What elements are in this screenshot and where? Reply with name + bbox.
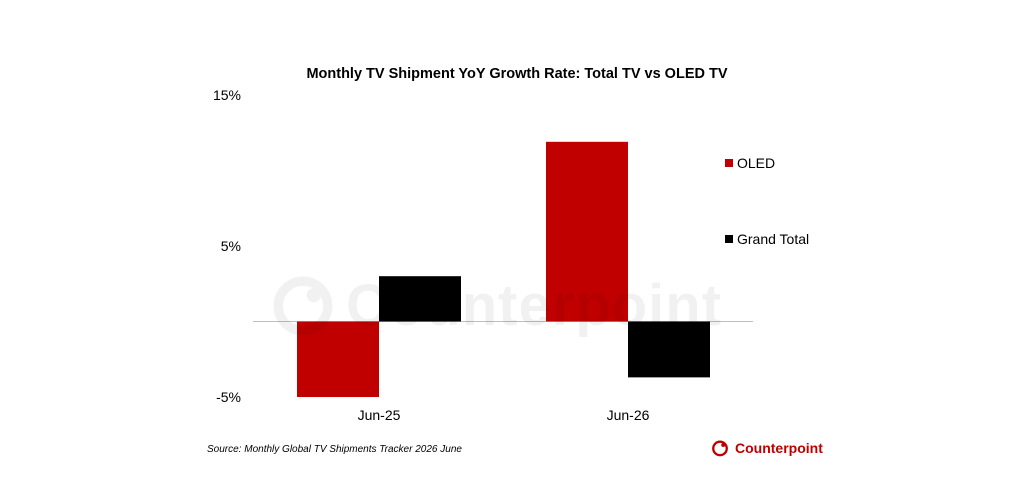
chart-title: Monthly TV Shipment YoY Growth Rate: Tot… xyxy=(306,66,727,82)
x-tick-label: Jun-26 xyxy=(607,407,650,423)
counterpoint-logo-icon xyxy=(712,440,728,457)
y-tick-label: -5% xyxy=(216,389,241,405)
source-note: Source: Monthly Global TV Shipments Trac… xyxy=(207,444,462,455)
legend-swatch xyxy=(725,235,733,243)
brand-logo: Counterpoint xyxy=(711,439,823,457)
x-axis-ticks: Jun-25 Jun-26 xyxy=(358,407,650,423)
bars xyxy=(297,141,710,397)
bar-grand-total-jun-25 xyxy=(379,276,461,322)
y-tick-label: 5% xyxy=(221,238,241,254)
bar-oled-jun-26 xyxy=(546,141,628,322)
legend-label: Grand Total xyxy=(737,231,809,247)
y-tick-label: 15% xyxy=(213,87,241,103)
legend-label: OLED xyxy=(737,155,775,171)
bar-oled-jun-25 xyxy=(297,321,379,397)
legend: OLED Grand Total xyxy=(725,155,809,247)
legend-swatch xyxy=(725,159,733,167)
y-axis-ticks: 15% 5% -5% xyxy=(213,87,241,405)
bar-grand-total-jun-26 xyxy=(628,321,710,378)
brand-name: Counterpoint xyxy=(735,440,823,456)
x-tick-label: Jun-25 xyxy=(358,407,401,423)
